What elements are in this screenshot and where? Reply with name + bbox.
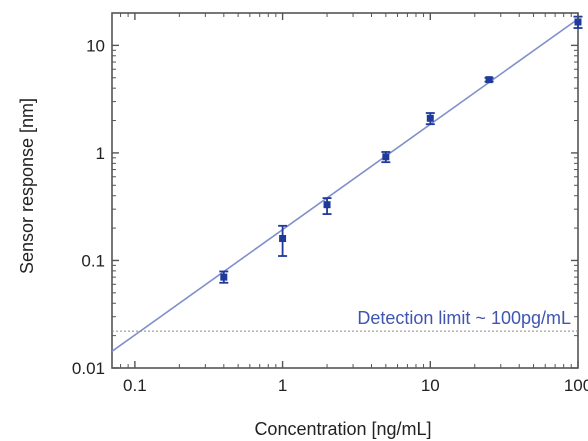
y-axis-title: Sensor response [nm] — [17, 98, 37, 274]
x-tick-label: 10 — [421, 376, 440, 395]
x-axis-title: Concentration [ng/mL] — [254, 419, 431, 439]
y-tick-label: 1 — [96, 144, 105, 163]
data-marker — [279, 235, 287, 243]
data-point — [322, 197, 332, 215]
data-point — [484, 76, 494, 84]
data-marker — [382, 153, 390, 161]
data-marker — [426, 114, 434, 122]
x-tick-label: 100 — [564, 376, 588, 395]
detection-limit-annotation: Detection limit ~ 100pg/mL — [357, 308, 571, 328]
y-tick-label: 0.1 — [81, 251, 105, 270]
data-marker — [220, 273, 228, 281]
data-marker — [485, 76, 493, 84]
x-tick-label: 1 — [278, 376, 287, 395]
fit-line — [111, 18, 579, 352]
data-marker — [323, 201, 331, 209]
y-tick-label: 10 — [86, 36, 105, 55]
x-tick-label: 0.1 — [123, 376, 147, 395]
y-tick-label: 0.01 — [72, 359, 105, 378]
data-point — [425, 112, 435, 126]
plot-frame — [111, 12, 579, 369]
data-point — [381, 151, 391, 164]
data-marker — [574, 18, 582, 26]
data-point — [278, 224, 288, 257]
data-point — [219, 270, 229, 284]
